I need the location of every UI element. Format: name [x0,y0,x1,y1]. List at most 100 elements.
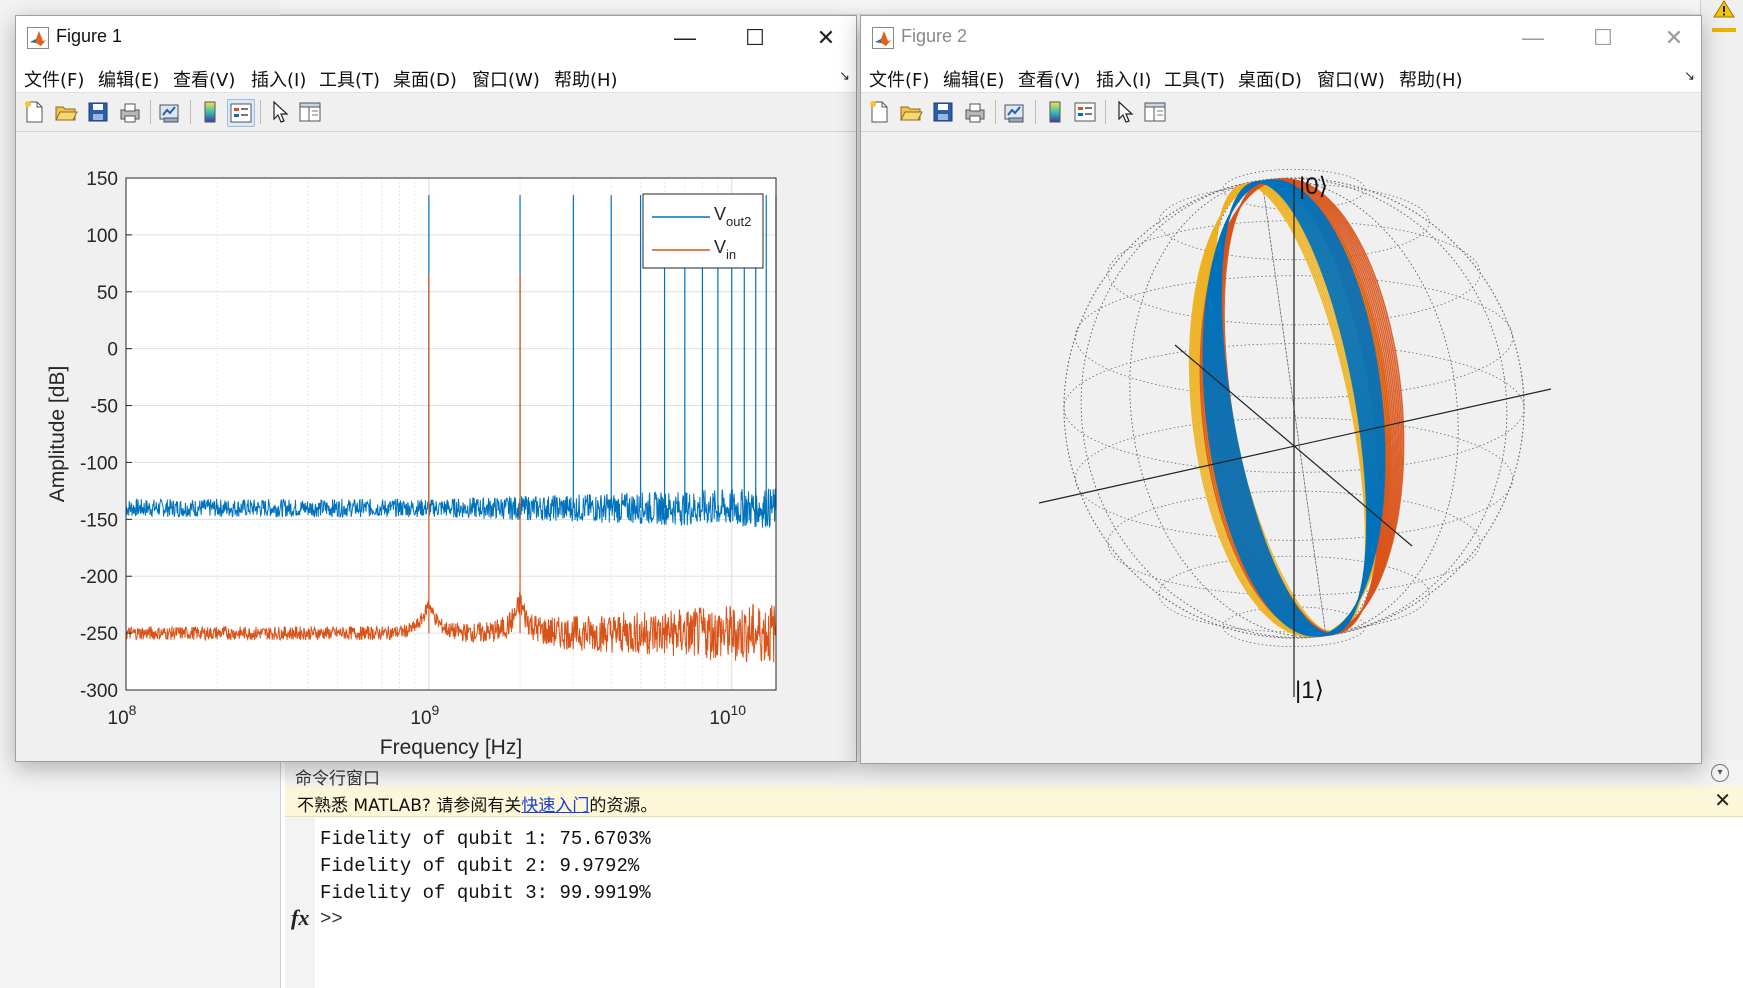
ket-one-label: |1⟩ [1295,677,1324,704]
save-icon[interactable] [930,99,956,125]
editor-strip [280,0,1743,15]
figure-1-menubar: 文件(F) 编辑(E) 查看(V) 插入(I) 工具(T) 桌面(D) 窗口(W… [16,60,856,93]
y-tick-label: 50 [97,283,118,304]
quick-start-link[interactable]: 快速入门 [521,796,590,816]
close-button[interactable]: ✕ [1664,25,1684,50]
menu-edit[interactable]: 编辑(E) [98,70,160,91]
qubit-trajectories [1188,178,1405,638]
command-gutter [285,817,315,988]
legend-icon[interactable] [1072,99,1098,125]
minimize-button[interactable]: — [1522,25,1544,50]
toolbar-separator [150,100,151,124]
print-icon[interactable] [962,99,988,125]
x-tick-label: 108 [108,702,137,729]
figure-1-toolbar [16,93,856,132]
y-tick-label: -50 [91,397,118,418]
menu-view[interactable]: 查看(V) [1018,70,1081,91]
pointer-icon[interactable] [267,99,293,125]
function-browser-icon[interactable]: fx [291,905,310,930]
x-tick-label: 1010 [709,702,746,729]
legend[interactable]: Vout2 Vin [642,193,764,269]
x-tick-label: 109 [410,702,439,729]
window-title: Figure 2 [901,26,968,46]
y-tick-label: -150 [80,510,118,531]
property-inspector-icon[interactable] [297,99,323,125]
panel-options-icon[interactable]: ▾ [1711,764,1729,782]
bloch-sphere-plot[interactable]: |0⟩ |1⟩ [861,132,1701,762]
axes-box [125,177,777,691]
save-icon[interactable] [85,99,111,125]
y-tick-label: -250 [80,624,118,645]
figure-2-menubar: 文件(F) 编辑(E) 查看(V) 插入(I) 工具(T) 桌面(D) 窗口(W… [861,60,1701,93]
y-tick-label: -200 [80,567,118,588]
figure-1-window: Figure 1 — ☐ ✕ 文件(F) 编辑(E) 查看(V) 插入(I) 工… [15,15,857,762]
menu-insert[interactable]: 插入(I) [1096,70,1152,91]
colorbar-icon[interactable] [1042,99,1068,125]
output-line: Fidelity of qubit 3: 99.9919% [320,882,651,904]
getting-started-notice: 不熟悉 MATLAB? 请参阅有关快速入门的资源。 ✕ [285,786,1743,817]
command-prompt[interactable]: >> [320,908,343,930]
dock-figure-icon[interactable]: ↘ [839,68,850,83]
minimize-button[interactable]: — [674,25,696,50]
toolbar-separator [260,100,261,124]
menu-tools[interactable]: 工具(T) [1164,70,1226,91]
y-tick-label: 100 [86,226,118,247]
toolbar-separator [995,100,996,124]
bloch-axes [1038,180,1552,697]
y-tick-labels: 150 100 50 0 -50 -100 -150 -200 -250 -300 [80,169,132,702]
pointer-icon[interactable] [1112,99,1138,125]
ket-zero-label: |0⟩ [1299,173,1328,200]
toolbar-separator [1105,100,1106,124]
new-figure-icon[interactable] [21,99,47,125]
longitude-line [1063,177,1525,639]
x-axis-label: Frequency [Hz] [380,736,522,759]
menu-view[interactable]: 查看(V) [173,70,236,91]
open-icon[interactable] [898,99,924,125]
maximize-button[interactable]: ☐ [745,25,765,50]
print-icon[interactable] [117,99,143,125]
menu-insert[interactable]: 插入(I) [251,70,307,91]
menu-help[interactable]: 帮助(H) [554,70,618,91]
legend-label-vout2: Vout2 [714,204,751,229]
figure-2-toolbar [861,93,1701,132]
menu-desktop[interactable]: 桌面(D) [393,70,457,91]
menu-tools[interactable]: 工具(T) [319,70,381,91]
y-axis-label: Amplitude [dB] [46,366,69,503]
legend-icon[interactable] [227,99,255,127]
menu-desktop[interactable]: 桌面(D) [1238,70,1302,91]
command-output: Fidelity of qubit 1: 75.6703% Fidelity o… [320,826,651,907]
menu-file[interactable]: 文件(F) [24,70,85,91]
menu-file[interactable]: 文件(F) [869,70,930,91]
link-plot-icon[interactable] [1002,99,1028,125]
warning-icon[interactable] [1713,0,1735,18]
maximize-button[interactable]: ☐ [1593,25,1613,50]
y-tick-label: 0 [107,340,118,361]
figure-2-titlebar[interactable]: Figure 2 — ☐ ✕ [861,16,1701,60]
menu-edit[interactable]: 编辑(E) [943,70,1005,91]
menu-window[interactable]: 窗口(W) [472,70,540,91]
series-line-vin [125,591,777,663]
longitude-line [1080,177,1508,639]
colorbar-icon[interactable] [197,99,223,125]
series-line-vout2 [125,488,777,529]
command-window-header: 命令行窗口 ▾ [285,760,1743,789]
dock-figure-icon[interactable]: ↘ [1684,68,1695,83]
menu-help[interactable]: 帮助(H) [1399,70,1463,91]
close-button[interactable]: ✕ [816,25,836,50]
close-notice-icon[interactable]: ✕ [1714,790,1731,812]
property-inspector-icon[interactable] [1142,99,1168,125]
menu-window[interactable]: 窗口(W) [1317,70,1385,91]
warning-indicator-bar [1712,28,1736,32]
y-tick-label: 150 [86,169,118,190]
matlab-logo-icon [27,27,49,49]
figure-1-titlebar[interactable]: Figure 1 — ☐ ✕ [16,16,856,60]
data-series [125,195,777,663]
new-figure-icon[interactable] [866,99,892,125]
command-window-title: 命令行窗口 [295,769,380,789]
matlab-logo-icon [872,27,894,49]
link-plot-icon[interactable] [157,99,183,125]
x-tick-labels: 108 109 1010 [108,702,747,729]
toolbar-separator [1035,100,1036,124]
open-icon[interactable] [53,99,79,125]
